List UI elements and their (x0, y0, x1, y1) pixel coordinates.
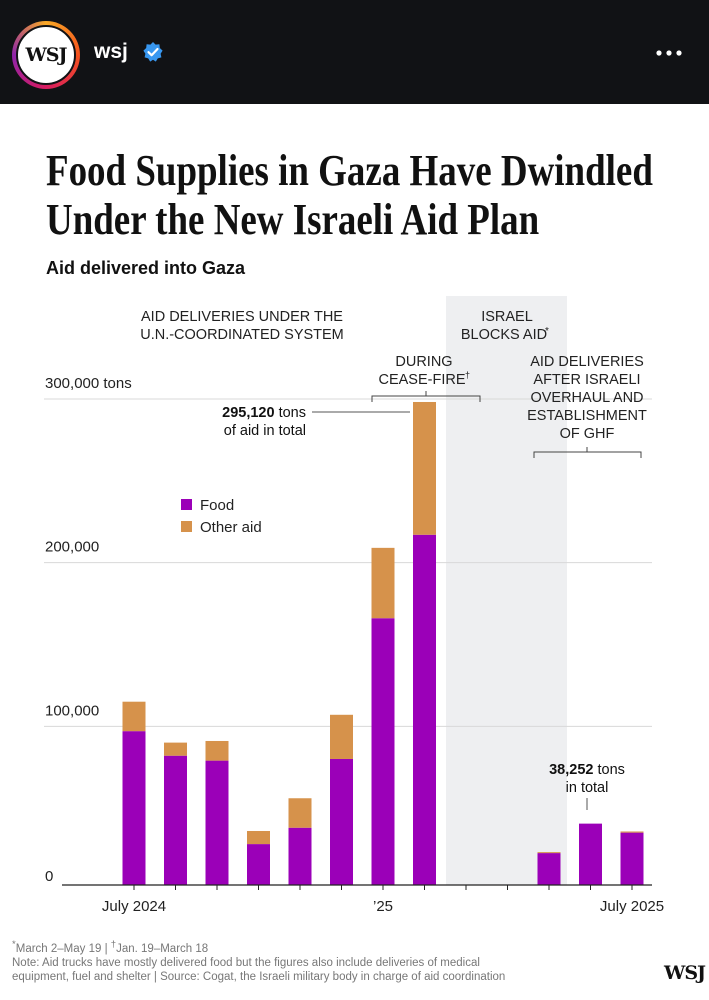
aid-chart: 0 100,000 200,000 300,000 tons AID DELIVERI… (44, 296, 664, 915)
bar-other-aid-2024-07 (122, 701, 146, 732)
israel-blocks-asterisk: * (545, 326, 549, 337)
bars (122, 401, 644, 885)
after-overhaul-label-line-2: AFTER ISRAELI (533, 372, 640, 388)
total-un-label-line-2: of aid in total (224, 423, 306, 439)
un-system-label-line-2: U.N.-COORDINATED SYSTEM (140, 327, 344, 343)
y-tick-label-1: 100,000 (45, 702, 99, 719)
bar-other-aid-2025-02 (413, 401, 436, 535)
total-un-label: 295,120 tons (222, 405, 306, 421)
x-tick-label-2: July 2025 (600, 898, 664, 915)
cease-fire-bracket (371, 391, 481, 402)
cease-fire-label-line-1: DURING (395, 354, 452, 370)
footnote-dagger: † (110, 939, 117, 950)
israel-blocks-label-line-1: ISRAEL (481, 309, 533, 325)
y-tick-label-2: 200,000 (45, 539, 99, 556)
headline-line-2: Under the New Israeli Aid Plan (46, 195, 540, 244)
y-tick-label-0: 0 (45, 868, 53, 885)
legend-food-label: Food (200, 497, 234, 514)
footnote-note-line-1: Note: Aid trucks have mostly delivered f… (12, 956, 480, 969)
profile-avatar[interactable]: WSJ (12, 21, 80, 89)
footnotes: *March 2–May 19 | †Jan. 19–March 18 Note… (12, 938, 572, 984)
bar-other-aid-2025-07 (620, 831, 644, 833)
username-link[interactable]: wsj (94, 40, 128, 63)
bar-other-aid-2024-10 (247, 830, 270, 845)
verified-badge-icon (143, 42, 163, 62)
bar-food-2025-01 (371, 618, 395, 885)
footnote-dates: *March 2–May 19 | †Jan. 19–March 18 (12, 938, 572, 956)
x-tick-label-1: ’25 (373, 898, 393, 915)
bar-other-aid-2024-08 (164, 742, 187, 756)
footnote-star-text: March 2–May 19 | (15, 942, 111, 955)
headline-line-1: Food Supplies in Gaza Have Dwindled (46, 146, 653, 195)
y-axis-labels: 0 100,000 200,000 300,000 tons (45, 375, 132, 885)
total-ghf-label-line-2: in total (566, 780, 609, 796)
israel-blocks-label-line-2: BLOCKS AID (461, 327, 547, 343)
after-overhaul-bracket (533, 447, 642, 458)
bar-other-aid-2024-09 (205, 740, 229, 761)
after-overhaul-label-line-1: AID DELIVERIES (530, 354, 644, 370)
legend-other-aid-label: Other aid (200, 519, 262, 536)
bar-food-2024-08 (164, 755, 187, 885)
bar-other-aid-2025-01 (371, 547, 395, 619)
after-overhaul-label-line-3: OVERHAUL AND (530, 390, 643, 406)
total-ghf-unit: tons (593, 762, 624, 778)
footnote-dagger-text: Jan. 19–March 18 (116, 942, 209, 955)
bar-food-2024-11 (288, 827, 312, 885)
footnote-asterisk: * (12, 939, 16, 950)
legend-food-swatch (181, 499, 192, 510)
bar-food-2024-12 (330, 758, 353, 885)
chart-subtitle: Aid delivered into Gaza (46, 258, 246, 278)
cease-fire-label-line-2: CEASE-FIRE (378, 372, 465, 388)
x-axis-ticks: July 2024 ’25 July 2025 (102, 885, 664, 915)
bar-food-2025-06 (579, 823, 602, 885)
bar-other-aid-2024-11 (288, 798, 312, 828)
avatar-inner: WSJ (16, 25, 76, 85)
after-overhaul-label-line-5: OF GHF (560, 426, 615, 442)
bar-food-2024-09 (205, 760, 229, 885)
bar-food-2024-10 (247, 844, 270, 885)
bar-other-aid-2025-05 (537, 852, 561, 854)
headline: Food Supplies in Gaza Have Dwindled Unde… (46, 146, 653, 244)
x-tick-label-0: July 2024 (102, 898, 166, 915)
wsj-avatar-logo: WSJ (25, 44, 67, 66)
bar-food-2025-05 (537, 853, 561, 885)
blocked-period-shading (446, 296, 567, 885)
bar-other-aid-2024-12 (330, 714, 353, 759)
y-tick-label-3: 300,000 tons (45, 375, 132, 392)
total-un-value: 295,120 (222, 405, 274, 421)
total-un-unit: tons (275, 405, 306, 421)
after-overhaul-label-line-4: ESTABLISHMENT (527, 408, 647, 424)
instagram-header: WSJ wsj (0, 0, 709, 104)
total-ghf-label: 38,252 tons (549, 762, 625, 778)
total-ghf-value: 38,252 (549, 762, 593, 778)
bar-food-2025-07 (620, 832, 644, 885)
cease-fire-dagger: † (465, 370, 470, 380)
wsj-footer-logo: WSJ (664, 962, 706, 984)
bar-food-2025-02 (413, 534, 436, 885)
footnote-note-line-2: equipment, fuel and shelter | Source: Co… (12, 970, 506, 983)
bar-food-2024-07 (122, 731, 146, 885)
un-system-label-line-1: AID DELIVERIES UNDER THE (141, 309, 343, 325)
legend-other-aid-swatch (181, 521, 192, 532)
more-options-icon[interactable] (652, 36, 686, 70)
